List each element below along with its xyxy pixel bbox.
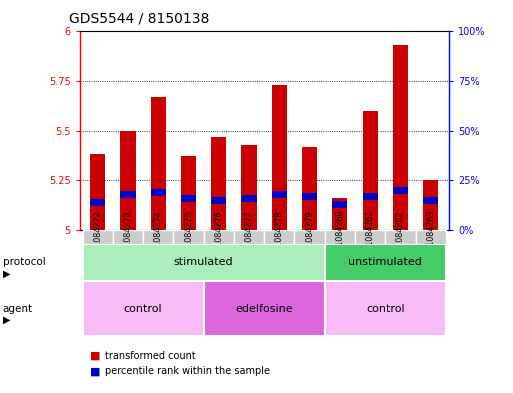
Bar bbox=[204, 230, 234, 244]
Text: edelfosine: edelfosine bbox=[235, 303, 293, 314]
Text: ■: ■ bbox=[90, 366, 100, 376]
Text: GSM1084279: GSM1084279 bbox=[305, 210, 314, 264]
Bar bbox=[151, 189, 166, 196]
Bar bbox=[173, 230, 204, 244]
Bar bbox=[90, 198, 105, 206]
Bar bbox=[294, 230, 325, 244]
Text: GSM1084277: GSM1084277 bbox=[245, 210, 253, 264]
Bar bbox=[423, 180, 438, 230]
Text: ▶: ▶ bbox=[3, 314, 10, 325]
Bar bbox=[272, 191, 287, 198]
Text: GSM1084262: GSM1084262 bbox=[396, 210, 405, 264]
Bar bbox=[113, 230, 143, 244]
Bar bbox=[242, 195, 256, 202]
Bar bbox=[121, 130, 135, 230]
Bar bbox=[181, 156, 196, 230]
Text: GSM1084276: GSM1084276 bbox=[214, 210, 223, 264]
Text: ■: ■ bbox=[90, 351, 100, 361]
Text: unstimulated: unstimulated bbox=[348, 257, 422, 267]
Text: GSM1084260: GSM1084260 bbox=[336, 210, 344, 263]
Bar bbox=[302, 147, 317, 230]
Bar bbox=[416, 230, 446, 244]
Bar bbox=[264, 230, 294, 244]
Text: agent: agent bbox=[3, 303, 33, 314]
Text: protocol: protocol bbox=[3, 257, 45, 267]
Text: transformed count: transformed count bbox=[105, 351, 196, 361]
Bar bbox=[393, 187, 408, 194]
Text: stimulated: stimulated bbox=[174, 257, 233, 267]
Bar bbox=[385, 230, 416, 244]
Bar bbox=[143, 230, 173, 244]
Text: GSM1084263: GSM1084263 bbox=[426, 210, 435, 263]
Text: GSM1084275: GSM1084275 bbox=[184, 210, 193, 264]
Bar bbox=[181, 195, 196, 202]
Bar bbox=[272, 85, 287, 230]
Text: ▶: ▶ bbox=[3, 268, 10, 278]
Bar bbox=[83, 244, 325, 281]
Bar bbox=[204, 281, 325, 336]
Bar bbox=[121, 191, 135, 198]
Bar bbox=[211, 137, 226, 230]
Bar bbox=[242, 145, 256, 230]
Bar bbox=[325, 244, 446, 281]
Bar bbox=[302, 193, 317, 200]
Bar bbox=[393, 45, 408, 230]
Bar bbox=[325, 230, 355, 244]
Bar bbox=[363, 193, 378, 200]
Bar bbox=[90, 154, 105, 230]
Text: GSM1084278: GSM1084278 bbox=[275, 210, 284, 264]
Bar bbox=[423, 196, 438, 204]
Text: percentile rank within the sample: percentile rank within the sample bbox=[105, 366, 270, 376]
Bar bbox=[332, 198, 347, 230]
Bar bbox=[355, 230, 385, 244]
Text: GSM1084273: GSM1084273 bbox=[124, 210, 132, 264]
Bar bbox=[325, 281, 446, 336]
Text: control: control bbox=[366, 303, 405, 314]
Bar bbox=[83, 281, 204, 336]
Text: GDS5544 / 8150138: GDS5544 / 8150138 bbox=[69, 12, 210, 26]
Text: GSM1084272: GSM1084272 bbox=[93, 210, 102, 264]
Bar bbox=[151, 97, 166, 230]
Bar bbox=[83, 230, 113, 244]
Bar bbox=[332, 201, 347, 208]
Bar bbox=[211, 196, 226, 204]
Text: GSM1084261: GSM1084261 bbox=[366, 210, 374, 263]
Text: control: control bbox=[124, 303, 163, 314]
Bar bbox=[234, 230, 264, 244]
Bar bbox=[363, 111, 378, 230]
Text: GSM1084274: GSM1084274 bbox=[154, 210, 163, 264]
